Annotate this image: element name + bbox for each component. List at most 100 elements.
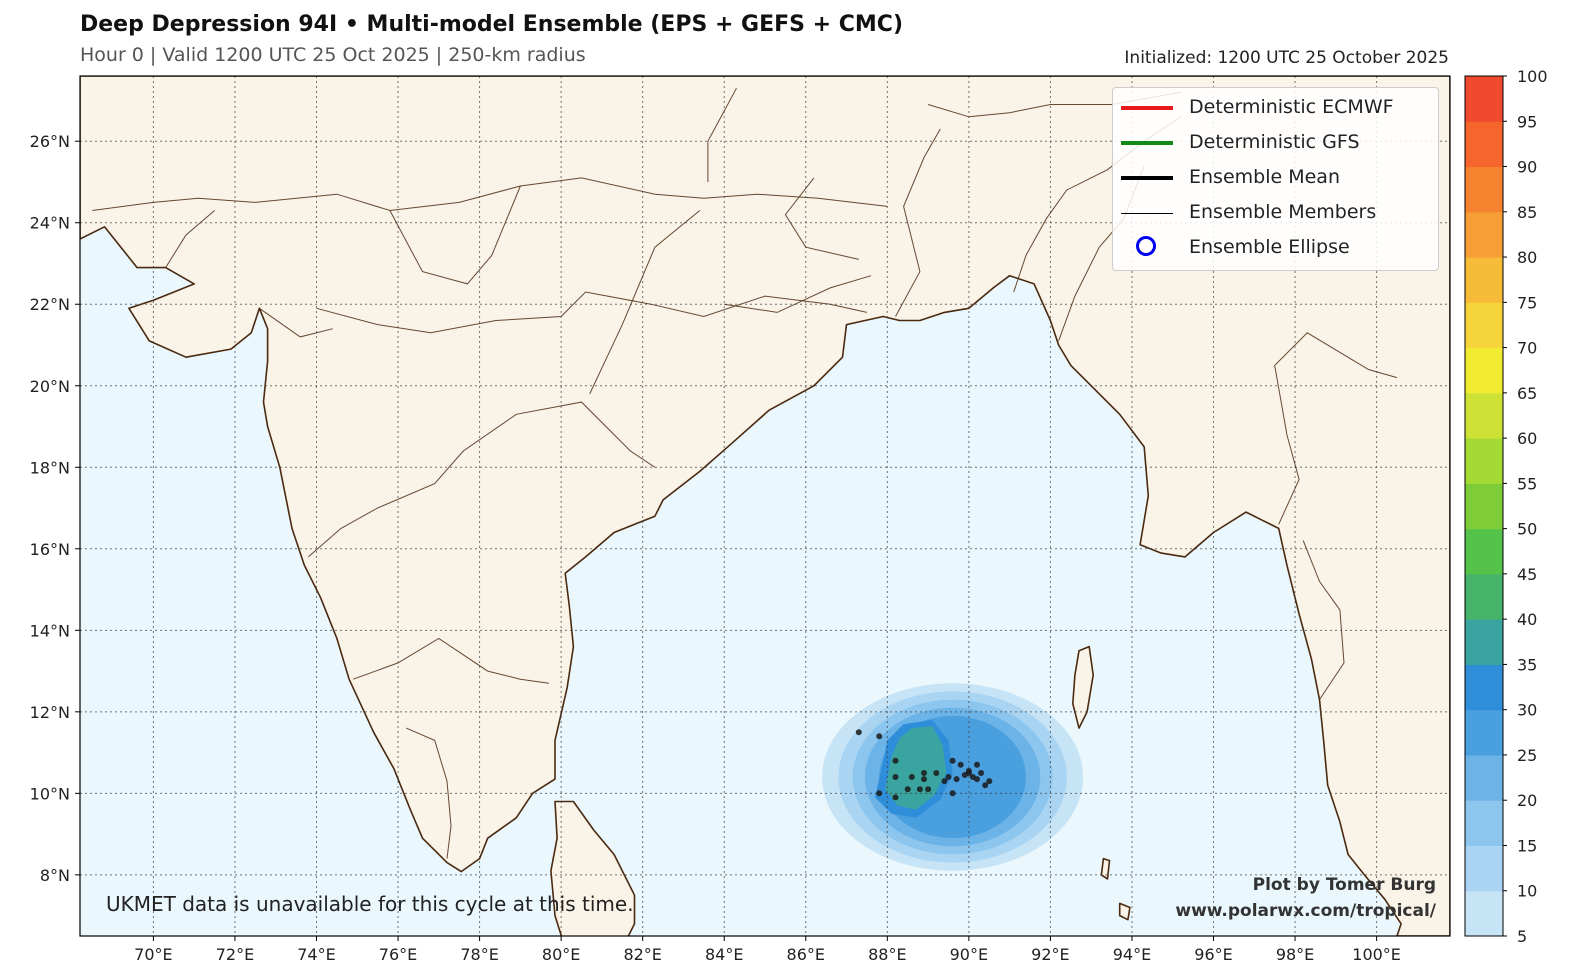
colorbar-segment [1465,890,1503,937]
colorbar-label: 30 [1517,701,1537,720]
lon-tick-label: 96°E [1194,945,1232,964]
colorbar-label: 55 [1517,474,1537,493]
ensemble-member-point [982,782,989,789]
colorbar-label: 75 [1517,293,1537,312]
sri-lanka-landmass [550,800,636,936]
legend-label: Deterministic GFS [1189,131,1360,153]
border-line [1302,540,1345,700]
map-legend: Deterministic ECMWF Deterministic GFS En… [1112,87,1439,271]
ecmwf-line-icon [1121,106,1173,110]
colorbar-segment [1465,619,1503,665]
colorbar-label: 90 [1517,158,1537,177]
border-line [165,210,215,268]
lon-tick-label: 72°E [216,945,254,964]
ensemble-member-point [933,770,940,776]
state-borders [92,87,1398,859]
legend-item-ensemble-mean: Ensemble Mean [1113,162,1438,196]
colorbar-segment [1465,302,1503,349]
lon-tick-label: 78°E [460,945,498,964]
colorbar-label: 40 [1517,610,1537,629]
colorbar-frame [1464,75,1504,937]
colorbar-label: 15 [1517,836,1537,855]
colorbar-label: 100 [1517,67,1548,86]
lon-tick-label: 74°E [297,945,335,964]
colorbar-segment [1465,166,1503,213]
ensemble-member-point [945,774,952,780]
initialized-time: Initialized: 1200 UTC 25 October 2025 [1124,48,1449,68]
colorbar-label: 10 [1517,882,1537,901]
ensemble-member-point [925,786,932,793]
ensemble-member-point [961,772,968,778]
lon-tick-label: 98°E [1276,945,1314,964]
colorbar-segment [1465,392,1503,439]
ensemble-member-point [876,790,883,797]
colorbar-label: 85 [1517,203,1537,222]
lon-tick-label: 94°E [1113,945,1151,964]
ellipse-circle-icon [1136,236,1156,256]
mainland-landmass [80,76,1450,936]
ensemble-member-point [986,778,993,785]
legend-item-gfs: Deterministic GFS [1113,127,1438,161]
ensemble-member-point [974,776,980,783]
lat-tick-label: 22°N [30,295,70,314]
legend-label: Deterministic ECMWF [1189,96,1394,118]
colorbar-label: 60 [1517,429,1537,448]
colorbar-segment [1465,664,1503,711]
lat-tick-label: 18°N [30,458,70,477]
colorbar-segment [1465,257,1503,303]
credit-url: www.polarwx.com/tropical/ [1175,901,1436,921]
island-landmass [1100,857,1111,880]
border-line [1274,332,1398,525]
lon-tick-label: 88°E [868,945,906,964]
probability-shading [822,683,1084,871]
colorbar-label: 65 [1517,384,1537,403]
border-line [724,275,872,313]
border-line [259,307,333,338]
border-line [784,177,859,260]
ensemble-member-point [978,770,985,776]
island-landmass [1118,902,1131,921]
island-landmass [1072,645,1094,729]
lat-tick-label: 10°N [30,784,70,803]
ensemble-member-point [892,774,899,780]
lat-tick-label: 26°N [30,132,70,151]
colorbar-label: 50 [1517,520,1537,539]
border-line [589,210,701,395]
ensemble-member-point [876,733,883,740]
colorbar-segment [1465,800,1503,846]
legend-label: Ensemble Ellipse [1189,236,1350,258]
border-line [707,87,737,182]
colorbar-label: 80 [1517,248,1537,267]
lat-tick-label: 14°N [30,621,70,640]
legend-label: Ensemble Mean [1189,166,1340,188]
ensemble-member-point [965,767,972,774]
colorbar-segment [1465,438,1503,484]
colorbar-segment [1465,573,1503,620]
colorbar-label: 5 [1517,927,1527,946]
colorbar-segment [1465,211,1503,258]
ensemble-member-point [892,757,899,764]
ensemble-member-point [892,794,899,801]
border-line [406,727,452,859]
probability-level-35 [885,726,947,810]
colorbar-segment [1465,347,1503,394]
ensemble-member-point [974,761,980,768]
border-line [316,291,868,334]
chart-subtitle: Hour 0 | Valid 1200 UTC 25 Oct 2025 | 25… [80,44,586,66]
lon-tick-label: 90°E [950,945,988,964]
legend-item-ensemble-ellipse: Ensemble Ellipse [1113,232,1438,266]
colorbar-segment [1465,483,1503,530]
lat-tick-label: 12°N [30,703,70,722]
legend-item-ensemble-members: Ensemble Members [1113,197,1438,231]
lat-tick-label: 8°N [40,866,70,885]
border-line [353,637,549,684]
landmass-layer [80,76,1450,936]
border-line [92,177,888,212]
colorbar-segment [1465,845,1503,892]
ensemble-member-point [953,776,960,783]
legend-item-ecmwf: Deterministic ECMWF [1113,92,1438,126]
border-line [389,185,521,285]
colorbar-label: 95 [1517,112,1537,131]
mean-line-icon [1121,176,1173,180]
colorbar-segment [1465,709,1503,756]
